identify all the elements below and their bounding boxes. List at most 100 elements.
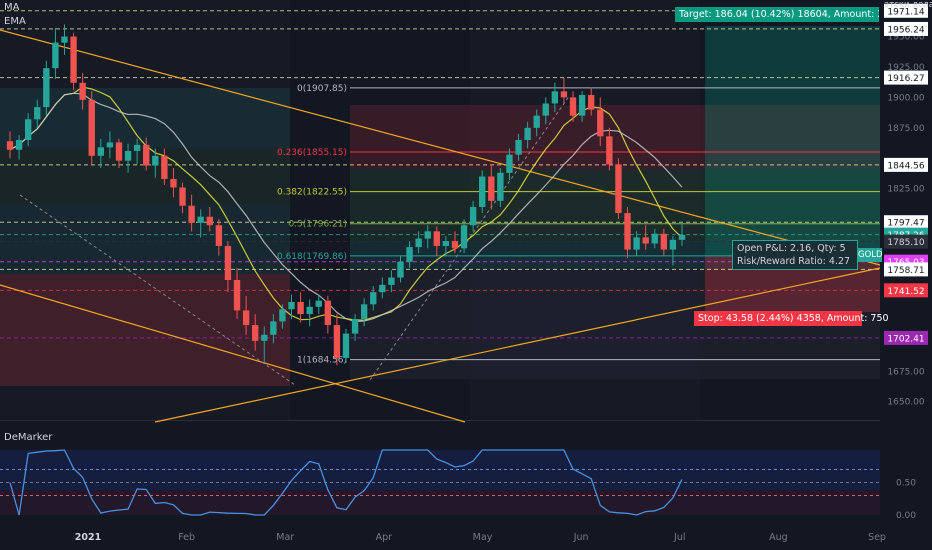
candle-body bbox=[578, 94, 586, 116]
price-tag bbox=[884, 21, 928, 36]
candle-body bbox=[233, 280, 241, 311]
candle-body bbox=[206, 216, 213, 226]
time-tick-label: 2021 bbox=[75, 532, 101, 543]
moving-average-line bbox=[9, 92, 683, 323]
candle-body bbox=[215, 225, 223, 246]
target-zone bbox=[705, 26, 880, 256]
candle-body bbox=[315, 300, 322, 307]
candle-body bbox=[79, 82, 86, 100]
candle-body bbox=[124, 150, 132, 161]
indicator-oversold-zone bbox=[0, 490, 880, 515]
candle-body bbox=[524, 127, 531, 140]
trend-line bbox=[0, 284, 466, 423]
legend-ma[interactable]: MA bbox=[4, 2, 20, 13]
candle-body bbox=[424, 231, 431, 239]
fib-label: 0.5(1796.21) bbox=[288, 220, 347, 230]
position-pnl-box[interactable]: Open P&L: 2.16, Qty: 5 Risk/Reward Ratio… bbox=[732, 240, 858, 270]
candle-body bbox=[451, 241, 459, 249]
price-tag bbox=[884, 283, 928, 298]
fib-levels: 0(1907.85) 0.236(1855.15) 0.382(1822.55) 0.… bbox=[277, 84, 880, 366]
candle-body bbox=[542, 103, 549, 116]
candle-body bbox=[52, 42, 59, 69]
candle-body bbox=[242, 310, 250, 326]
candle-body bbox=[288, 301, 295, 310]
candle-body bbox=[143, 144, 150, 166]
indicator-divider bbox=[0, 420, 932, 421]
indicator-tick-label: 0.00 bbox=[896, 511, 916, 521]
price-tick-label: 1950.00 bbox=[887, 33, 924, 43]
candle-body bbox=[360, 304, 368, 319]
candlesticks bbox=[6, 24, 686, 366]
price-tick-label: 1875.00 bbox=[887, 124, 924, 134]
candle-body bbox=[106, 142, 114, 148]
legend-demarker[interactable]: DeMarker bbox=[4, 432, 53, 443]
candle-body bbox=[6, 141, 14, 150]
fib-zone-3 bbox=[0, 204, 290, 274]
fib-label: 0.236(1855.15) bbox=[277, 148, 347, 158]
price-tag-label: 1785.10 bbox=[887, 238, 924, 248]
candle-body bbox=[61, 36, 68, 43]
fib-anchor-line bbox=[19, 194, 296, 386]
candle-body bbox=[678, 234, 686, 240]
candle-body bbox=[651, 233, 658, 244]
candle-body bbox=[43, 68, 50, 108]
price-tag bbox=[884, 215, 928, 230]
candle-body bbox=[397, 261, 404, 278]
candle-body bbox=[279, 309, 286, 322]
symbol-badge[interactable]: GOLD bbox=[858, 248, 883, 262]
candle-body bbox=[197, 216, 204, 223]
candle-body bbox=[297, 301, 304, 315]
price-tag bbox=[884, 234, 928, 249]
candle-body bbox=[479, 176, 486, 207]
currency-label: атски дола bbox=[884, 0, 932, 10]
price-axis-labels: 1950.00 1925.00 1900.00 1875.00 1825.00 1675.… bbox=[884, 3, 928, 521]
price-tag-label: 1956.24 bbox=[887, 25, 924, 35]
candle-body bbox=[506, 154, 513, 173]
fib-label: 0.382(1822.55) bbox=[277, 188, 347, 198]
candle-body bbox=[224, 245, 232, 280]
price-tag bbox=[884, 157, 928, 172]
fib-label: 0(1907.85) bbox=[297, 84, 347, 94]
fib-retracement-zone-red bbox=[350, 105, 880, 169]
candle-body bbox=[306, 306, 313, 315]
candle-body bbox=[460, 225, 468, 249]
price-tag-label: 1916.27 bbox=[887, 74, 924, 84]
candle-body bbox=[569, 97, 577, 116]
candle-body bbox=[333, 325, 341, 358]
candle-body bbox=[515, 140, 522, 155]
price-tick-label: 1650.00 bbox=[887, 398, 924, 408]
candle-body bbox=[179, 187, 186, 206]
time-axis[interactable]: 2021 Feb Mar Apr May Jun Jul Aug Sep bbox=[75, 532, 886, 543]
price-tag-label: 1844.56 bbox=[887, 161, 924, 171]
candle-body bbox=[606, 136, 613, 165]
target-label[interactable]: Target: 186.04 (10.42%) 18604, Amount: 2… bbox=[675, 7, 879, 22]
candle-body bbox=[388, 277, 395, 285]
candle-body bbox=[270, 321, 277, 335]
risk-reward-text: Risk/Reward Ratio: 4.27 bbox=[737, 256, 851, 267]
candle-body bbox=[660, 233, 668, 250]
candle-body bbox=[624, 213, 631, 250]
time-tick-label: Mar bbox=[276, 532, 294, 543]
session-highlight-2 bbox=[470, 0, 700, 420]
price-tag bbox=[884, 3, 928, 18]
trend-line bbox=[0, 29, 881, 266]
legend-ema[interactable]: EMA bbox=[4, 16, 26, 27]
indicator-tick-label: 0.50 bbox=[896, 479, 916, 489]
stop-label[interactable]: Stop: 43.58 (2.44%) 4358, Amount: 750 bbox=[694, 311, 889, 326]
candle-body bbox=[415, 238, 422, 248]
candle-body bbox=[115, 142, 123, 161]
candle-body bbox=[97, 147, 104, 156]
candle-body bbox=[433, 231, 440, 246]
time-tick-label: Jul bbox=[673, 532, 685, 543]
candle-body bbox=[551, 91, 559, 104]
price-tag-label: 1797.47 bbox=[887, 219, 924, 229]
price-tag-label: 1702.41 bbox=[887, 334, 924, 344]
price-tick-label: 1825.00 bbox=[887, 185, 924, 195]
candle-body bbox=[597, 109, 604, 137]
candle-body bbox=[351, 318, 359, 334]
fib-zone-4 bbox=[0, 274, 290, 386]
price-tag bbox=[884, 330, 928, 345]
candle-body bbox=[615, 164, 622, 214]
candle-body bbox=[406, 247, 413, 262]
